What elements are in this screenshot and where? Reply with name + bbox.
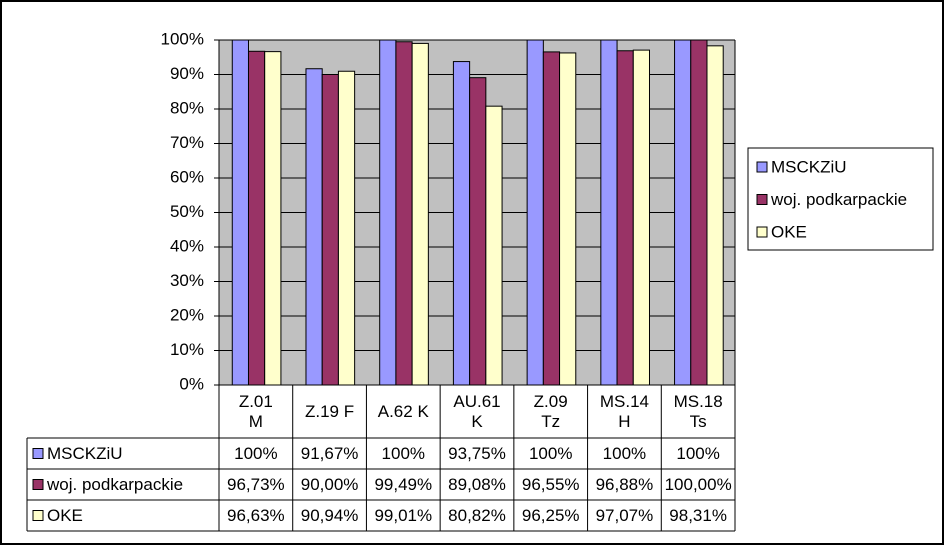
x-tick-label-box: A.62 K: [377, 401, 429, 421]
table-value: 96,73%: [227, 475, 285, 494]
x-tick-label: AU.61 K: [453, 391, 501, 431]
table-value: 96,63%: [227, 506, 285, 525]
legend-key: [756, 161, 768, 173]
y-tick-label: 70%: [170, 133, 204, 152]
bar: [395, 41, 413, 386]
bar: [469, 77, 487, 386]
bar: [616, 50, 634, 386]
bar: [600, 39, 618, 386]
table-value: 91,67%: [301, 444, 359, 463]
table-value: 90,94%: [301, 506, 359, 525]
x-tick-label: Z.19 F: [304, 401, 355, 421]
x-tick-label: Z.01 M: [238, 391, 273, 431]
x-tick-label-box: MS.14 H: [599, 391, 649, 431]
x-tick-label-box: Z.01 M: [238, 391, 273, 431]
table-value: 99,01%: [374, 506, 432, 525]
y-tick-label: 90%: [170, 64, 204, 83]
bar: [559, 52, 577, 386]
bar: [485, 105, 503, 386]
legend-box: [747, 147, 934, 251]
table-value: 99,49%: [374, 475, 432, 494]
bar: [706, 45, 724, 386]
table-value: 100%: [382, 444, 425, 463]
x-tick-label: MS.18 Ts: [673, 391, 723, 431]
bar: [231, 39, 249, 386]
y-tick-label: 10%: [170, 340, 204, 359]
y-tick-label: 60%: [170, 167, 204, 186]
y-tick-label: 50%: [170, 202, 204, 221]
table-series-name: MSCKZiU: [47, 444, 123, 463]
x-tick-label-box: MS.18 Ts: [673, 391, 723, 431]
table-value: 96,55%: [522, 475, 580, 494]
bar: [305, 68, 323, 386]
y-tick-label: 0%: [179, 374, 204, 393]
x-tick-label: A.62 K: [377, 401, 429, 421]
table-value: 80,82%: [448, 506, 506, 525]
x-tick-label: MS.14 H: [599, 391, 649, 431]
bar: [321, 74, 339, 386]
table-value: 100%: [603, 444, 646, 463]
y-tick-label: 30%: [170, 271, 204, 290]
bar: [379, 39, 397, 386]
legend-label: woj. podkarpackie: [770, 190, 907, 209]
y-tick-label: 20%: [170, 305, 204, 324]
bar: [411, 42, 429, 386]
table-value: 100%: [234, 444, 277, 463]
bar: [542, 51, 561, 386]
bar: [690, 39, 708, 386]
x-tick-label-box: Z.09 Tz: [533, 391, 568, 431]
y-tick-label: 100%: [161, 29, 204, 48]
legend-key: [756, 226, 768, 238]
legend-key: [756, 194, 768, 205]
legend-label: OKE: [771, 222, 807, 241]
table-series-name: woj. podkarpackie: [46, 475, 183, 494]
bar: [632, 49, 650, 386]
y-tick-label: 40%: [170, 236, 204, 255]
table-value: 98,31%: [669, 506, 727, 525]
bar: [674, 39, 692, 386]
table-legend-key: [32, 448, 44, 459]
table-value: 89,08%: [448, 475, 506, 494]
bar: [452, 61, 471, 386]
y-tick-label: 80%: [170, 98, 204, 117]
table-value: 97,07%: [596, 506, 654, 525]
bar: [526, 39, 544, 386]
table-legend-key: [32, 479, 44, 490]
bar: [337, 70, 356, 386]
table-value: 96,25%: [522, 506, 580, 525]
table-value: 100,00%: [665, 475, 732, 494]
table-value: 93,75%: [448, 444, 506, 463]
table-value: 100%: [529, 444, 572, 463]
bar: [264, 51, 282, 386]
x-tick-label: Z.09 Tz: [533, 391, 568, 431]
table-value: 96,88%: [596, 475, 654, 494]
table-legend-key: [32, 510, 44, 521]
table-value: 90,00%: [301, 475, 359, 494]
x-tick-label-box: AU.61 K: [453, 391, 501, 431]
table-value: 100%: [676, 444, 719, 463]
x-tick-label-box: Z.19 F: [304, 401, 355, 421]
bar: [247, 50, 266, 386]
legend-label: MSCKZiU: [771, 157, 847, 176]
table-series-name: OKE: [47, 506, 83, 525]
